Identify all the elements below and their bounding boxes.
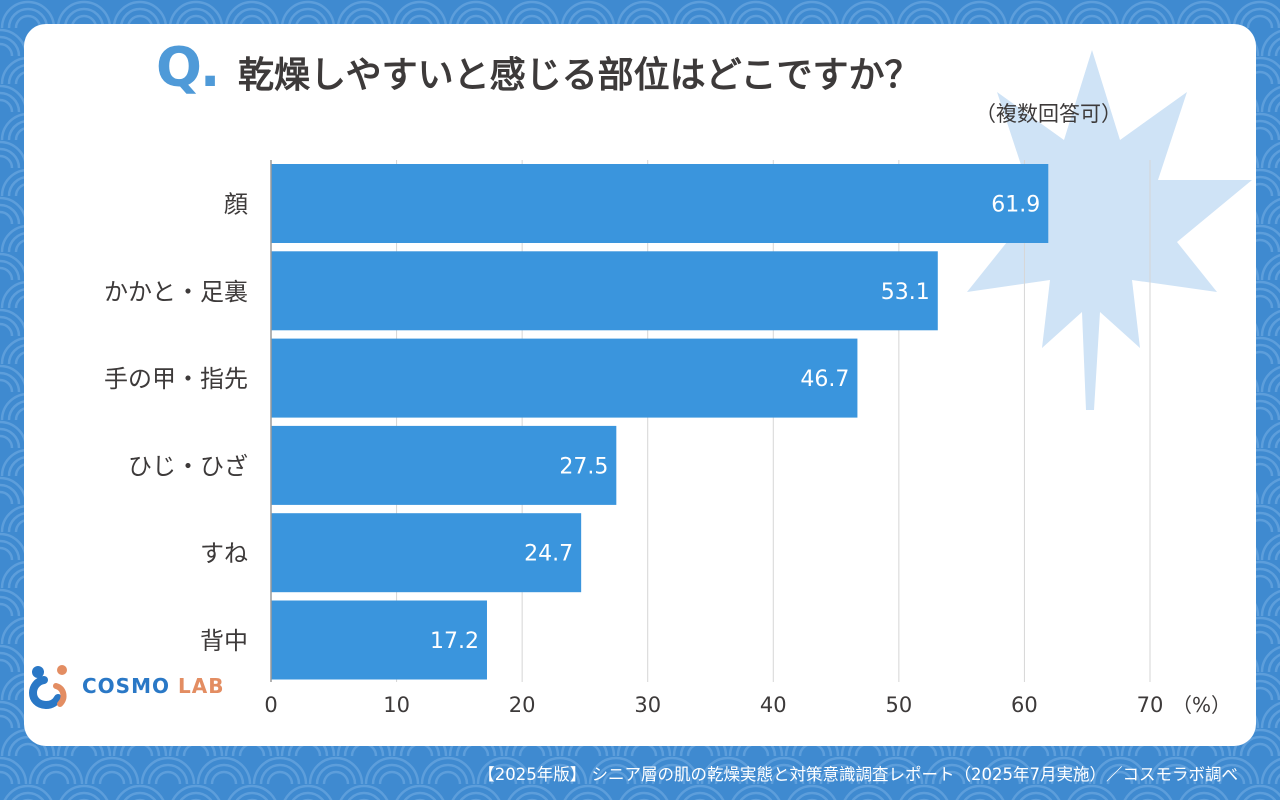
bar: [271, 164, 1049, 243]
chart-subtitle: （複数回答可）: [975, 102, 1122, 126]
x-tick-label: 10: [383, 693, 410, 717]
logo-text-cosmo: COSMO: [82, 674, 170, 698]
bar: [271, 338, 858, 418]
cosmo-lab-logo-icon: [29, 665, 67, 710]
category-label: 背中: [200, 627, 248, 655]
category-label: ひじ・ひざ: [128, 452, 248, 480]
bar: [271, 425, 617, 505]
x-tick-label: 70: [1137, 693, 1164, 717]
category-label: かかと・足裏: [104, 278, 248, 306]
bar: [271, 600, 487, 680]
source-footer: 【2025年版】 シニア層の肌の乾燥実態と対策意識調査レポート（2025年7月実…: [478, 765, 1238, 784]
bar-value-label: 53.1: [881, 280, 930, 305]
category-label: 手の甲・指先: [104, 365, 248, 393]
x-tick-label: 0: [264, 693, 277, 717]
bar-value-label: 17.2: [430, 629, 479, 654]
category-label: 顔: [224, 191, 248, 219]
x-tick-label: 20: [509, 693, 536, 717]
bar: [271, 251, 938, 331]
x-unit-label: （%）: [1172, 693, 1231, 717]
x-tick-label: 30: [634, 693, 661, 717]
bar-value-label: 61.9: [991, 193, 1040, 218]
x-tick-label: 40: [760, 693, 787, 717]
question-mark-label: Q.: [156, 36, 220, 99]
maple-leaf-icon: [932, 50, 1252, 410]
chart-title: 乾燥しやすいと感じる部位はどこですか？: [238, 55, 921, 96]
category-label: すね: [200, 540, 248, 568]
x-tick-label: 60: [1011, 693, 1038, 717]
bar-value-label: 27.5: [559, 454, 608, 479]
cosmo-lab-logo: COSMO LAB: [22, 660, 225, 710]
x-tick-label: 50: [885, 693, 912, 717]
bar-value-label: 24.7: [524, 542, 573, 567]
bar: [271, 513, 582, 593]
logo-text-lab: LAB: [178, 674, 225, 698]
bar-value-label: 46.7: [800, 367, 849, 392]
